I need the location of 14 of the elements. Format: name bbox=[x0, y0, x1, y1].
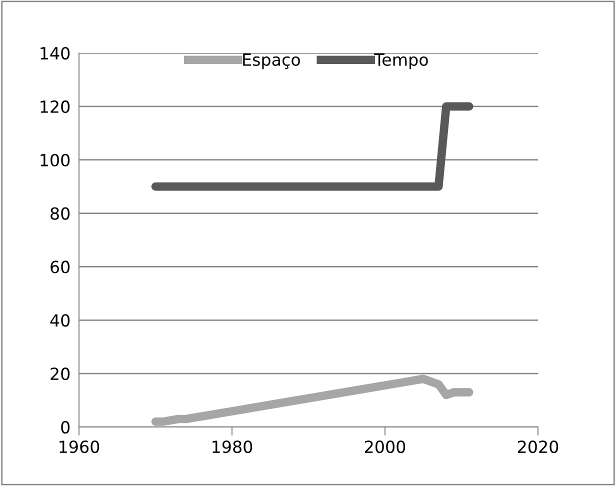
y-tick-label: 80 bbox=[50, 207, 70, 220]
x-tick-label: 1960 bbox=[60, 440, 100, 454]
y-tick-label: 120 bbox=[40, 100, 70, 113]
y-tick-label: 20 bbox=[50, 368, 70, 380]
y-tick-label: 140 bbox=[40, 46, 70, 60]
x-tick-label: 2020 bbox=[518, 440, 558, 454]
y-tick-label: 100 bbox=[40, 154, 70, 166]
legend-label: Tempo bbox=[374, 54, 428, 70]
x-tick-label: 1980 bbox=[212, 440, 252, 454]
y-tick-label: 60 bbox=[50, 260, 70, 274]
legend-label: Espaço bbox=[243, 54, 300, 70]
x-tick-label: 2000 bbox=[365, 440, 406, 454]
y-tick-label: 40 bbox=[50, 314, 70, 327]
y-tick-label: 0 bbox=[61, 420, 70, 434]
